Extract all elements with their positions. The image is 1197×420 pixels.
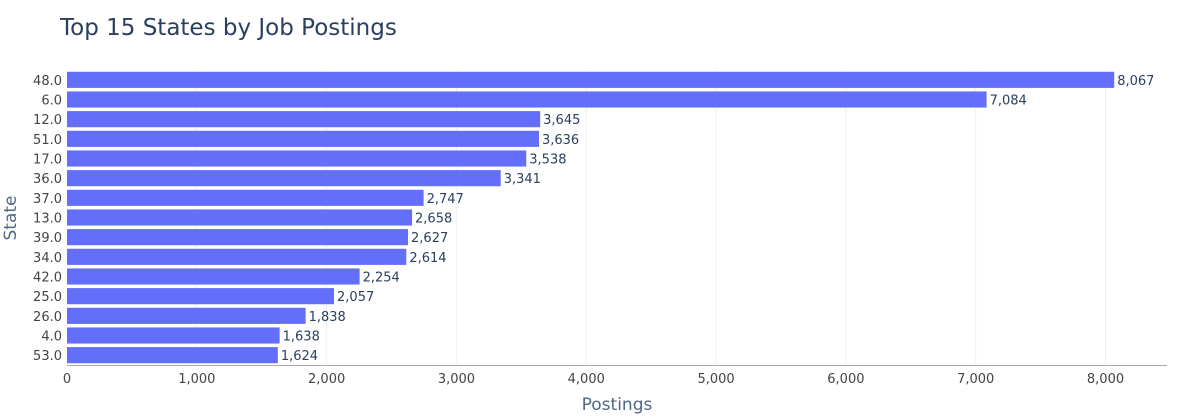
x-tick-label: 2,000 <box>308 372 345 387</box>
bar <box>67 150 527 167</box>
bar-value-label: 2,627 <box>411 231 448 246</box>
bar-value-label: 3,341 <box>504 172 541 187</box>
y-axis-ticks: 48.0 6.0 12.0 51.0 17.0 36.0 37.0 13.0 39.0 34.0 4… <box>33 74 62 364</box>
bar <box>67 91 987 108</box>
bar <box>67 268 360 285</box>
bar-value-label: 2,747 <box>427 192 464 207</box>
bar-value-label: 3,636 <box>542 133 579 148</box>
y-axis-title: State <box>1 196 21 241</box>
x-axis-title: Postings <box>582 395 653 415</box>
y-tick-label: 12.0 <box>33 113 62 128</box>
bar-value-label: 7,084 <box>990 94 1027 109</box>
y-tick-label: 53.0 <box>33 349 62 364</box>
bar <box>67 229 409 246</box>
bar-value-label: 3,538 <box>529 153 566 168</box>
bar-value-label: 2,254 <box>363 271 400 286</box>
x-tick-label: 6,000 <box>827 372 864 387</box>
data-labels: 8,067 7,084 3,645 3,636 3,538 3,341 2,747 2,658… <box>281 74 1155 364</box>
x-tick-label: 7,000 <box>957 372 994 387</box>
bar <box>67 111 541 128</box>
bar <box>67 209 413 226</box>
bar <box>67 248 407 265</box>
bar <box>67 71 1115 88</box>
y-tick-label: 25.0 <box>33 290 62 305</box>
y-tick-label: 17.0 <box>33 153 62 168</box>
bar <box>67 130 539 147</box>
x-tick-label: 0 <box>63 372 71 387</box>
bar-value-label: 1,624 <box>281 349 318 364</box>
bar-value-label: 3,645 <box>543 113 580 128</box>
bar-value-label: 2,057 <box>337 290 374 305</box>
y-tick-label: 36.0 <box>33 172 62 187</box>
y-tick-label: 37.0 <box>33 192 62 207</box>
x-tick-label: 5,000 <box>697 372 734 387</box>
chart-title: Top 15 States by Job Postings <box>59 15 397 41</box>
bar <box>67 327 280 344</box>
bar-value-label: 1,638 <box>283 330 320 345</box>
y-tick-label: 6.0 <box>41 94 62 109</box>
bar <box>67 170 501 187</box>
bar <box>67 189 424 206</box>
y-tick-label: 42.0 <box>33 271 62 286</box>
x-tick-label: 8,000 <box>1087 372 1124 387</box>
x-tick-label: 3,000 <box>438 372 475 387</box>
y-tick-label: 51.0 <box>33 133 62 148</box>
y-tick-label: 13.0 <box>33 212 62 227</box>
y-tick-label: 34.0 <box>33 251 62 266</box>
y-tick-label: 39.0 <box>33 231 62 246</box>
bar <box>67 347 278 364</box>
bar-value-label: 1,838 <box>309 310 346 325</box>
y-tick-label: 4.0 <box>41 330 62 345</box>
bar-value-label: 2,614 <box>409 251 446 266</box>
bar <box>67 288 335 305</box>
bar-value-label: 2,658 <box>415 212 452 227</box>
x-tick-label: 1,000 <box>178 372 215 387</box>
bars <box>67 71 1115 364</box>
x-tick-label: 4,000 <box>568 372 605 387</box>
bar <box>67 307 306 324</box>
y-tick-label: 48.0 <box>33 74 62 89</box>
x-axis-ticks: 0 1,000 2,000 3,000 4,000 5,000 6,000 7,000 8,00… <box>63 372 1124 387</box>
bar-value-label: 8,067 <box>1117 74 1154 89</box>
y-tick-label: 26.0 <box>33 310 62 325</box>
